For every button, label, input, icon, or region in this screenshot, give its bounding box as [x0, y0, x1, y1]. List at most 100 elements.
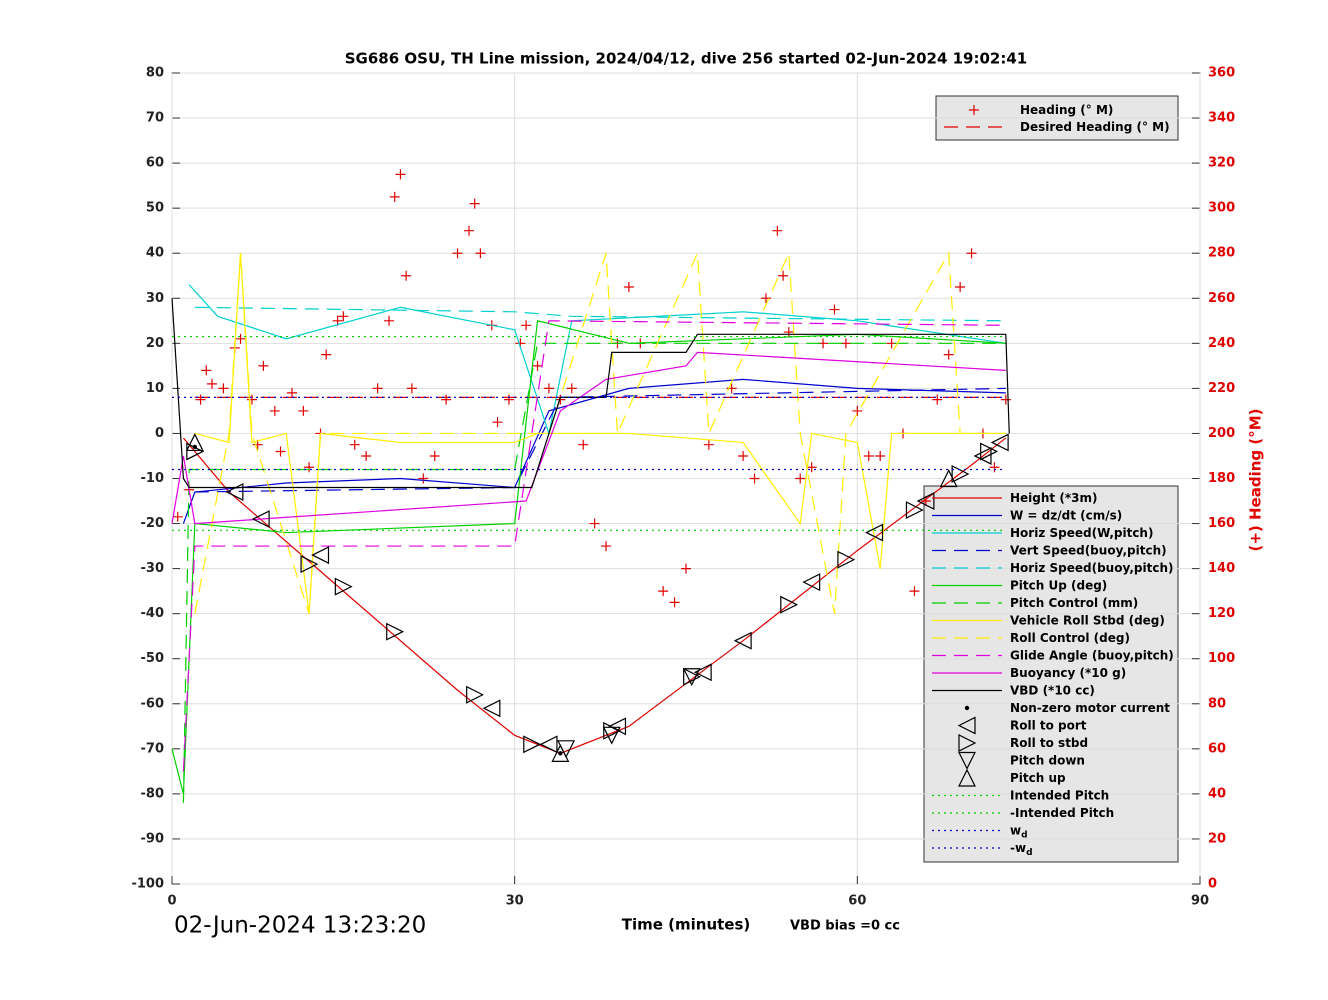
y-tick-label: 20: [146, 336, 164, 351]
legend-symbol: [964, 705, 970, 711]
y-tick-label: -30: [141, 561, 165, 576]
y2-tick-label: 140: [1208, 561, 1235, 576]
data-marker: [539, 735, 558, 754]
data-marker: [395, 169, 406, 180]
y2-tick-label: 20: [1208, 831, 1226, 846]
y2-tick-label: 160: [1208, 516, 1235, 531]
y2-axis-label: (+) Heading (°M): [1247, 408, 1265, 551]
legend-label: Vehicle Roll Stbd (deg): [1010, 613, 1165, 627]
data-marker: [973, 447, 992, 465]
data-marker: [802, 573, 821, 592]
y-tick-label: -20: [141, 516, 165, 531]
data-marker: [298, 405, 309, 416]
y2-tick-label: 180: [1208, 471, 1235, 486]
data-marker: [916, 492, 935, 510]
data-marker: [361, 450, 372, 461]
data-marker: [372, 383, 383, 394]
series-line: [194, 251, 1006, 614]
data-marker: [225, 483, 244, 501]
data-marker: [334, 577, 353, 596]
y-tick-label: 10: [146, 381, 164, 396]
series-line: [171, 351, 1006, 525]
legend-label-text: -Intended Pitch: [1010, 806, 1114, 820]
legend-label: W = dz/dt (cm/s): [1010, 508, 1122, 522]
series-line: [188, 284, 1006, 436]
legend-label-text: Desired Heading (° M): [1020, 120, 1170, 134]
legend-label: Horiz Speed(W,pitch): [1010, 526, 1153, 540]
data-marker: [258, 360, 269, 371]
data-marker: [338, 311, 349, 322]
data-marker: [349, 439, 360, 450]
note: VBD bias =0 cc: [790, 919, 900, 934]
legend-label-text: Pitch Control (mm): [1010, 596, 1138, 610]
data-marker: [681, 563, 691, 574]
y2-tick-label: 240: [1208, 336, 1235, 351]
data-marker: [218, 383, 229, 394]
legend-symbol: [957, 716, 976, 735]
data-marker: [463, 225, 474, 236]
y-tick-label: -60: [141, 696, 165, 711]
legend-label-text: VBD (*10 cc): [1010, 683, 1095, 697]
data-marker: [201, 365, 212, 376]
y-tick-label: -50: [141, 651, 165, 666]
data-marker: [601, 541, 612, 552]
data-marker: [806, 462, 817, 473]
y-tick-label: 70: [146, 111, 164, 126]
series-line: [171, 298, 1010, 489]
legend-label: Intended Pitch: [1010, 788, 1109, 802]
data-marker: [251, 510, 270, 529]
legend-label-sub: d: [1021, 830, 1027, 840]
data-marker: [780, 595, 799, 614]
legend-label-text: Horiz Speed(W,pitch): [1010, 526, 1153, 540]
legend-label: Pitch down: [1010, 753, 1085, 767]
data-marker: [955, 282, 966, 293]
data-marker: [865, 523, 884, 542]
data-marker: [185, 433, 204, 452]
legend-label-text: Heading (° M): [1020, 103, 1113, 117]
legend-label: Roll to port: [1010, 718, 1087, 732]
legend-label: VBD (*10 cc): [1010, 683, 1095, 697]
data-marker: [384, 315, 395, 326]
data-marker: [300, 555, 319, 574]
x-tick-label: 90: [1191, 894, 1209, 909]
data-marker: [863, 450, 874, 461]
data-marker: [482, 699, 501, 718]
data-marker: [602, 726, 621, 745]
data-marker: [989, 462, 1000, 473]
legend-label-text: Pitch Up (deg): [1010, 578, 1107, 592]
y2-tick-label: 300: [1208, 201, 1235, 216]
data-marker: [469, 198, 480, 209]
data-marker: [852, 405, 863, 416]
data-marker: [172, 511, 183, 522]
x-axis-label: Time (minutes): [622, 916, 751, 934]
data-marker: [311, 546, 330, 565]
data-marker: [551, 743, 570, 762]
data-marker: [682, 668, 701, 687]
legend-label-text: Pitch down: [1010, 753, 1085, 767]
legend-label-text: Roll to stbd: [1010, 736, 1088, 750]
data-marker: [951, 465, 970, 483]
data-marker: [566, 383, 577, 394]
data-marker: [829, 304, 840, 315]
legend-label-text: Horiz Speed(buoy,pitch): [1010, 561, 1173, 575]
legend-label: -Intended Pitch: [1010, 806, 1114, 820]
legend-label: Pitch Control (mm): [1010, 596, 1138, 610]
data-marker: [693, 663, 712, 682]
data-marker: [492, 417, 503, 428]
legend-label-text: Non-zero motor current: [1010, 701, 1170, 715]
legend-label: Desired Heading (° M): [1020, 120, 1170, 134]
y-tick-label: -10: [141, 471, 165, 486]
legend-label-text: Pitch up: [1010, 771, 1066, 785]
y-tick-label: -90: [141, 831, 165, 846]
data-marker: [389, 191, 400, 202]
y2-tick-label: 320: [1208, 156, 1235, 171]
y2-tick-label: 60: [1208, 741, 1226, 756]
legend-symbol: [958, 734, 977, 752]
data-marker: [521, 320, 532, 331]
legend-symbol: [958, 751, 976, 770]
legend-label: Vert Speed(buoy,pitch): [1010, 543, 1167, 557]
data-marker: [990, 433, 1009, 452]
x-tick-label: 30: [506, 894, 524, 909]
data-marker: [429, 450, 440, 461]
